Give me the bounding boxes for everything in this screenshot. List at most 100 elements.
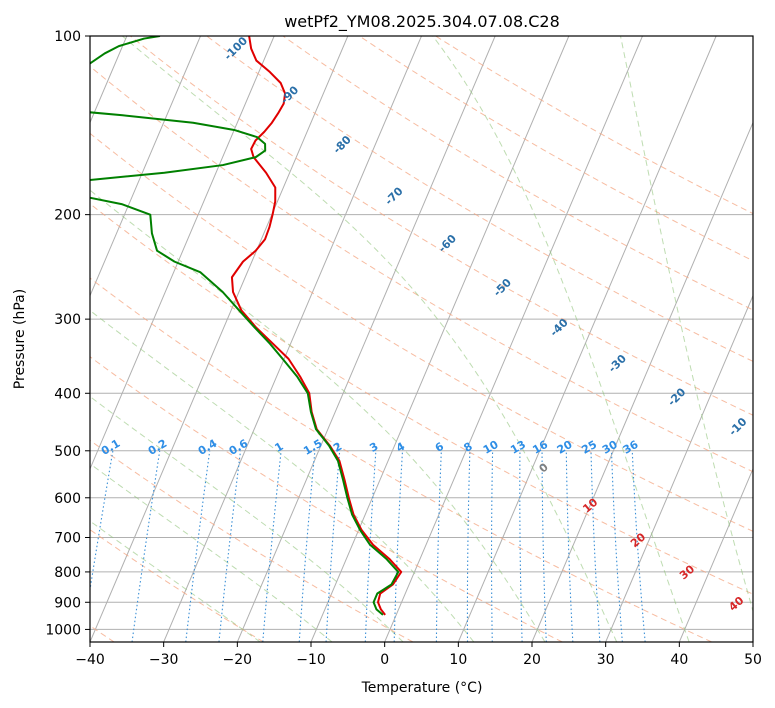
moist-adiabat bbox=[90, 395, 404, 642]
isotherm-line bbox=[90, 36, 275, 471]
moist-adiabat bbox=[90, 463, 333, 642]
mixing-ratio-label: 6 bbox=[433, 440, 446, 455]
mixing-ratio-line bbox=[491, 450, 494, 642]
x-tick-label: −30 bbox=[149, 652, 179, 668]
mixing-ratio-line bbox=[519, 450, 523, 642]
x-tick-label: −20 bbox=[223, 652, 253, 668]
isotherm-line bbox=[163, 36, 422, 642]
dry-adiabat bbox=[90, 65, 753, 473]
wet-bulb-positive-label: 0 bbox=[537, 460, 551, 475]
dry-adiabat bbox=[359, 36, 753, 262]
wet-bulb-label: -70 bbox=[382, 184, 405, 207]
mixing-ratio-label: 0.6 bbox=[227, 437, 251, 458]
iso-label-layer: 0.1 0.2 0.4 0.6 1 1.5 2 3 4 6 8 10 13 16 20 25 30 36-100-… bbox=[99, 34, 750, 614]
moist-adiabat bbox=[432, 36, 690, 642]
x-tick-label: 40 bbox=[670, 652, 688, 668]
y-axis-title: Pressure (hPa) bbox=[12, 289, 28, 389]
mixing-ratio-line bbox=[466, 450, 471, 642]
wet-bulb-positive-label: 10 bbox=[580, 495, 600, 515]
y-tick-label: 900 bbox=[54, 595, 81, 611]
mixing-ratio-line bbox=[435, 450, 442, 642]
mixing-ratio-label: 1 bbox=[273, 440, 286, 455]
temperature-profile-line bbox=[230, 36, 403, 616]
wet-bulb-label: -50 bbox=[491, 276, 514, 299]
y-tick-label: 300 bbox=[54, 312, 81, 328]
y-tick-label: 800 bbox=[54, 565, 81, 581]
mixing-ratio-line bbox=[590, 450, 601, 642]
isotherm-line bbox=[90, 36, 201, 297]
mixing-ratio-label: 0.4 bbox=[196, 437, 220, 458]
mixing-ratio-line bbox=[325, 450, 341, 642]
dry-adiabat bbox=[435, 36, 753, 215]
y-tick-label: 600 bbox=[54, 491, 81, 507]
mixing-ratio-label: 16 bbox=[530, 438, 550, 457]
isotherm-line bbox=[678, 467, 753, 642]
plot-frame bbox=[89, 35, 754, 643]
dry-adiabat bbox=[90, 203, 753, 595]
dry-adiabat bbox=[282, 36, 753, 311]
moist-adiabat bbox=[90, 309, 475, 642]
isotherm-line bbox=[752, 640, 753, 642]
isotherm-line bbox=[457, 36, 717, 642]
mixing-ratio-label: 10 bbox=[481, 438, 501, 457]
y-tick-label: 400 bbox=[54, 386, 81, 402]
mixing-ratio-label: 8 bbox=[462, 440, 475, 455]
mixing-ratio-label: 25 bbox=[579, 438, 599, 457]
mixing-ratio-label: 1.5 bbox=[301, 437, 324, 458]
dry-adiabat bbox=[90, 132, 753, 532]
wet-bulb-label: -10 bbox=[726, 415, 749, 438]
x-tick-label: 0 bbox=[380, 652, 389, 668]
y-tick-label: 700 bbox=[54, 531, 81, 547]
mixing-ratio-line bbox=[131, 450, 161, 642]
axis-layer: −40 −30 −20 −10 0 10 20 30 40 5010020030040050060… bbox=[45, 29, 762, 668]
mixing-ratio-label: 20 bbox=[555, 438, 575, 457]
mixing-ratio-label: 13 bbox=[508, 438, 528, 457]
isotherm-line bbox=[310, 36, 570, 642]
wet-bulb-label: -20 bbox=[665, 385, 688, 408]
isotherm-line bbox=[236, 36, 496, 642]
y-tick-label: 200 bbox=[54, 208, 81, 224]
y-tick-label: 500 bbox=[54, 444, 81, 460]
x-tick-label: 50 bbox=[744, 652, 762, 668]
wet-bulb-label: -60 bbox=[436, 232, 459, 255]
moist-adiabat bbox=[620, 36, 753, 613]
mixing-ratio-line bbox=[185, 450, 211, 642]
mixing-ratio-label: 30 bbox=[600, 438, 620, 457]
dry-adiabat bbox=[90, 356, 563, 642]
dry-adiabat bbox=[130, 36, 753, 416]
isotherm-line bbox=[384, 36, 643, 642]
wet-bulb-label: -30 bbox=[606, 352, 629, 375]
x-tick-label: 10 bbox=[449, 652, 467, 668]
dry-adiabat bbox=[90, 439, 414, 642]
grid-layer bbox=[90, 36, 753, 642]
series-layer bbox=[90, 36, 403, 616]
wet-bulb-positive-label: 40 bbox=[726, 594, 746, 614]
mixing-ratio-line bbox=[610, 450, 623, 642]
mixing-ratio-line bbox=[90, 450, 114, 594]
dry-adiabat bbox=[90, 529, 264, 642]
mixing-ratio-line bbox=[218, 450, 242, 642]
wet-bulb-label: -100 bbox=[222, 34, 251, 63]
moist-adiabat bbox=[121, 36, 618, 642]
x-axis-title: Temperature (°C) bbox=[361, 680, 483, 696]
x-tick-label: 30 bbox=[597, 652, 615, 668]
x-tick-label: −40 bbox=[75, 652, 105, 668]
dry-adiabat bbox=[90, 277, 712, 642]
wet-bulb-positive-label: 30 bbox=[677, 562, 697, 582]
mixing-ratio-line bbox=[565, 450, 574, 642]
mixing-ratio-label: 4 bbox=[394, 440, 407, 455]
isotherm-line bbox=[90, 36, 349, 642]
x-tick-label: 20 bbox=[523, 652, 541, 668]
moist-adiabat bbox=[90, 520, 261, 642]
dewpoint-profile-line bbox=[90, 36, 400, 616]
moist-adiabat bbox=[90, 189, 546, 642]
y-tick-label: 100 bbox=[54, 29, 81, 45]
mixing-ratio-label: 36 bbox=[621, 438, 641, 457]
y-tick-label: 1000 bbox=[45, 622, 81, 638]
mixing-ratio-line bbox=[262, 450, 282, 642]
wet-bulb-positive-label: 20 bbox=[628, 530, 648, 550]
mixing-ratio-line bbox=[298, 450, 316, 642]
x-tick-label: −10 bbox=[296, 652, 326, 668]
isotherm-line bbox=[531, 121, 753, 642]
